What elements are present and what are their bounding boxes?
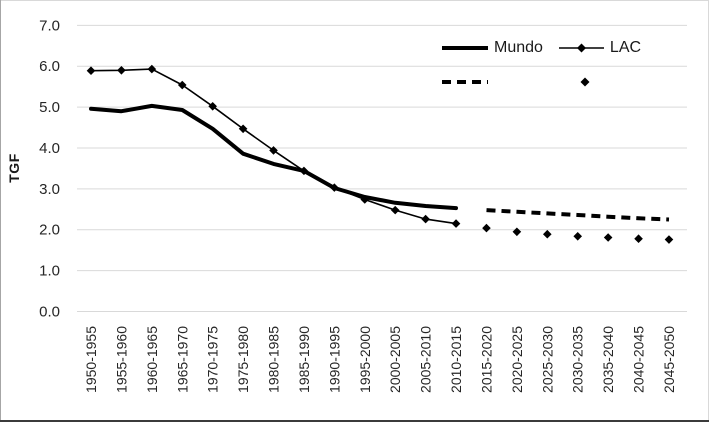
series-lac-projection-diamond-marker [573,231,583,241]
series-lac-projection-diamond-marker [482,223,491,233]
series-mundo-observed-line [89,103,458,211]
y-axis-title: TGF [6,153,22,183]
y-tick-label: 5.0 [39,99,60,116]
legend-lac-projection-diamond-sample [580,77,590,87]
x-tick-label: 1975-1980 [235,326,251,393]
y-tick-label: 0.0 [39,304,60,321]
x-tick-label: 2035-2040 [600,326,616,393]
y-tick-label: 4.0 [39,140,60,157]
series-lac-observed-diamond-marker [238,124,248,134]
series-lac-projection-diamond-marker [664,235,674,244]
y-tick-label: 1.0 [39,263,60,280]
legend-lac-label: LAC [609,39,642,56]
legend-lac-line-diamond-sample [558,43,604,53]
series-lac-observed-diamond-marker [86,66,96,76]
x-tick-label: 2000-2005 [387,326,403,393]
series-lac-observed-diamond-marker [451,219,461,228]
legend: Mundo LAC [441,37,691,93]
series-lac-observed-diamond-marker [299,166,309,176]
legend-lac-projection-diamond-icon [580,77,590,87]
x-tick-label: 1995-2000 [357,326,373,393]
x-tick-label: 1960-1965 [144,326,160,393]
series-lac-projection-diamond-marker [603,233,613,242]
x-tick-label: 2045-2050 [661,326,677,393]
y-tick-label: 6.0 [39,58,60,75]
x-tick-label: 2040-2045 [631,326,647,393]
series-lac-observed-diamond-marker [147,64,157,74]
series-lac-observed-diamond-marker [390,205,400,215]
x-tick-label: 2025-2030 [539,326,555,393]
y-tick-label: 3.0 [39,181,60,198]
figure-border-top [0,0,709,1]
legend-row-projection [441,71,691,93]
figure-border-left [0,0,1,420]
x-tick-label: 2010-2015 [448,326,464,393]
legend-lac-diamond-icon [576,43,586,53]
x-tick-label: 1970-1975 [205,326,221,393]
x-tick-label: 1950-1955 [83,326,99,393]
x-tick-label: 2030-2035 [570,326,586,393]
legend-mundo-solid-line-sample [442,46,488,50]
series-lac-projection-diamond-marker [543,229,552,239]
x-tick-label: 1990-1995 [326,326,342,393]
x-tick-label: 1980-1985 [266,326,282,393]
x-tick-label: 2020-2025 [509,326,525,393]
series-lac-observed-diamond-marker [421,214,430,224]
series-lac-observed-diamond-marker [330,183,339,192]
x-tick-label: 1955-1960 [113,326,129,393]
x-tick-label: 2005-2010 [418,326,434,393]
legend-mundo-label: Mundo [494,39,543,56]
series-lac-observed-diamond-marker [269,146,278,155]
legend-row-observed: Mundo LAC [441,37,691,59]
series-lac-observed-diamond-marker [208,101,217,111]
figure-border-bottom [0,420,709,422]
series-lac-projection-diamond-marker [634,234,643,244]
series-lac-observed-diamond-marker [360,195,370,204]
legend-mundo-projection-dashed-sample [442,80,488,84]
x-tick-label: 1965-1970 [174,326,190,393]
series-lac-observed-diamond-marker [117,66,126,75]
y-tick-label: 7.0 [39,17,60,34]
series-mundo-projection-line [486,208,670,222]
y-tick-label: 2.0 [39,222,60,239]
series-lac-projection-diamond-marker [512,227,522,237]
x-tick-label: 2015-2020 [478,326,494,393]
x-tick-label: 1985-1990 [296,326,312,393]
series-lac-observed-diamond-marker [177,80,187,90]
